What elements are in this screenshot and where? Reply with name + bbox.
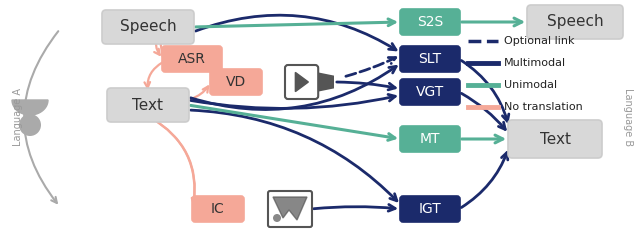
Text: Speech: Speech xyxy=(120,20,176,35)
Text: IGT: IGT xyxy=(419,202,442,216)
FancyBboxPatch shape xyxy=(400,9,460,35)
FancyBboxPatch shape xyxy=(102,10,194,44)
FancyBboxPatch shape xyxy=(268,191,312,227)
Circle shape xyxy=(19,114,41,136)
Text: SLT: SLT xyxy=(419,52,442,66)
Text: VGT: VGT xyxy=(416,85,444,99)
FancyBboxPatch shape xyxy=(192,196,244,222)
FancyBboxPatch shape xyxy=(400,126,460,152)
Text: Language B: Language B xyxy=(623,88,633,146)
Polygon shape xyxy=(296,72,308,92)
Text: Multimodal: Multimodal xyxy=(504,58,566,68)
FancyBboxPatch shape xyxy=(162,46,222,72)
Polygon shape xyxy=(318,72,334,92)
Text: S2S: S2S xyxy=(417,15,443,29)
Text: Language A: Language A xyxy=(13,88,23,146)
FancyBboxPatch shape xyxy=(527,5,623,39)
FancyBboxPatch shape xyxy=(107,88,189,122)
FancyBboxPatch shape xyxy=(210,69,262,95)
Text: IC: IC xyxy=(211,202,225,216)
Text: VD: VD xyxy=(226,75,246,89)
Text: No translation: No translation xyxy=(504,102,583,112)
FancyBboxPatch shape xyxy=(508,120,602,158)
FancyBboxPatch shape xyxy=(400,79,460,105)
Text: ASR: ASR xyxy=(178,52,206,66)
FancyBboxPatch shape xyxy=(400,46,460,72)
Text: Text: Text xyxy=(132,98,163,112)
Text: Unimodal: Unimodal xyxy=(504,80,557,90)
FancyBboxPatch shape xyxy=(285,65,318,99)
Text: Text: Text xyxy=(540,131,570,146)
FancyBboxPatch shape xyxy=(400,196,460,222)
Text: Optional link: Optional link xyxy=(504,36,575,46)
Circle shape xyxy=(273,214,281,222)
Polygon shape xyxy=(12,100,48,115)
Text: MT: MT xyxy=(420,132,440,146)
Polygon shape xyxy=(273,197,307,220)
Text: Speech: Speech xyxy=(547,15,604,29)
